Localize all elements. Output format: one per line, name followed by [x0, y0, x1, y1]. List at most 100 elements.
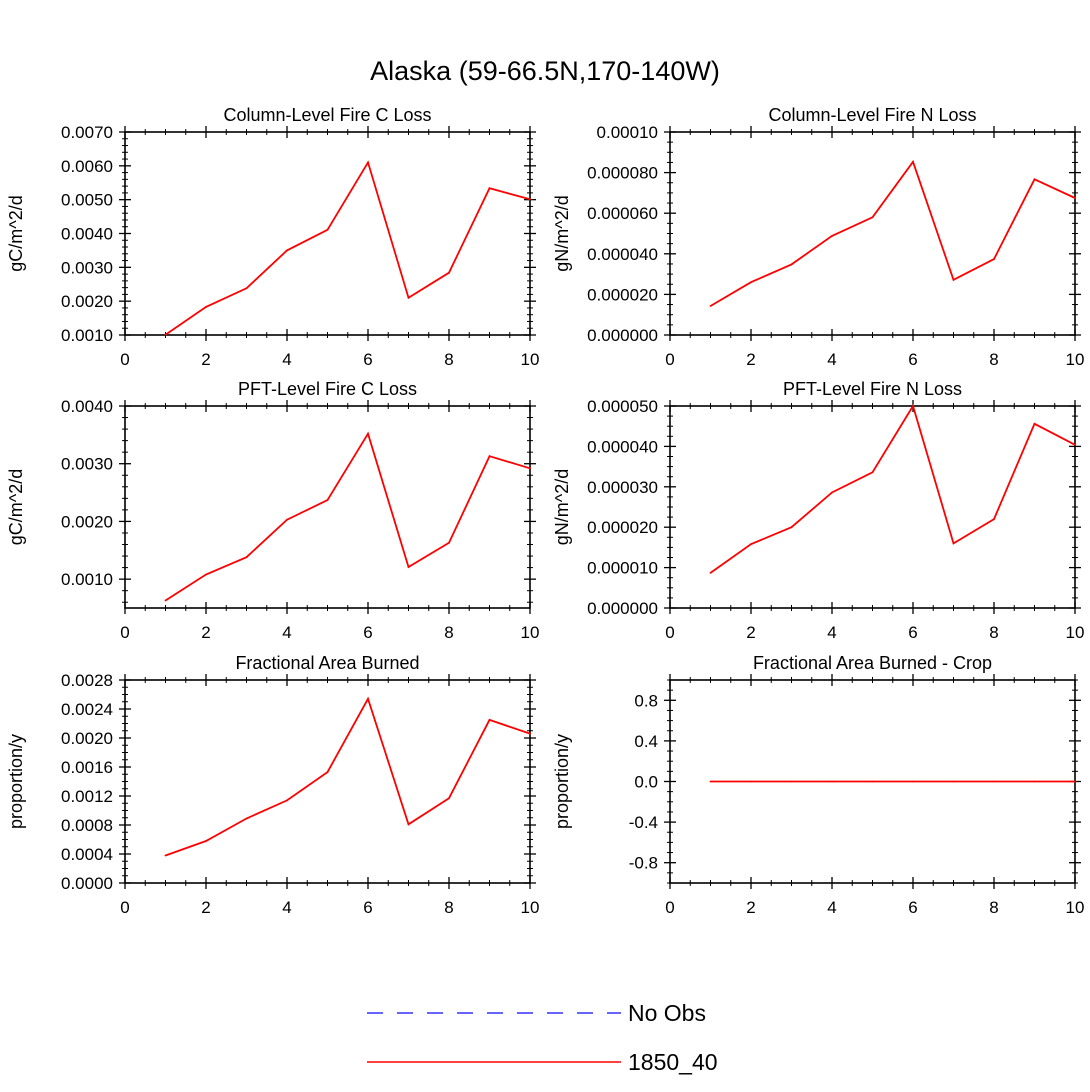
- data-point: [1033, 422, 1036, 425]
- y-tick-label: 0.0010: [61, 570, 113, 589]
- data-point: [488, 718, 491, 721]
- data-point: [831, 235, 833, 237]
- y-tick-label: 0.000040: [587, 437, 658, 456]
- x-tick-label: 0: [120, 350, 129, 369]
- y-tick-label: 0.0000: [61, 874, 113, 893]
- x-tick-label: 8: [444, 898, 453, 917]
- x-tick-label: 6: [908, 623, 917, 642]
- y-tick-label: 0.4: [634, 732, 658, 751]
- data-point: [448, 797, 450, 800]
- data-point: [993, 518, 995, 521]
- data-point: [407, 296, 410, 299]
- data-point: [205, 306, 207, 308]
- panel-title: PFT-Level Fire N Loss: [783, 379, 962, 399]
- y-tick-label: 0.000060: [587, 204, 658, 223]
- x-tick-label: 4: [827, 350, 836, 369]
- data-point: [912, 780, 914, 783]
- y-tick-label: 0.000000: [587, 599, 658, 618]
- data-point: [709, 305, 712, 307]
- data-point: [952, 278, 955, 281]
- data-point: [831, 491, 833, 494]
- data-point: [326, 771, 329, 773]
- data-point: [790, 780, 793, 783]
- y-tick-label: 0.0012: [61, 787, 113, 806]
- data-point: [952, 542, 955, 545]
- x-tick-label: 0: [665, 623, 674, 642]
- y-tick-label: 0.000000: [587, 326, 658, 345]
- panel-title: Column-Level Fire C Loss: [223, 105, 431, 125]
- x-tick-label: 2: [201, 623, 210, 642]
- series-line-1850_40: [709, 403, 1076, 574]
- data-point: [709, 780, 712, 783]
- data-point: [326, 499, 329, 501]
- data-point: [448, 271, 450, 274]
- y-tick-label: 0.0040: [61, 397, 113, 416]
- y-tick-label: 0.0060: [61, 157, 113, 176]
- legend: No Obs 1850_40: [367, 1000, 718, 1075]
- x-tick-label: 0: [665, 898, 674, 917]
- x-tick-label: 8: [444, 350, 453, 369]
- series-line-1850_40: [710, 159, 1076, 307]
- x-tick-label: 10: [521, 350, 540, 369]
- data-point: [245, 817, 248, 820]
- series-line-1850_40: [165, 431, 531, 602]
- x-tick-label: 6: [908, 350, 917, 369]
- data-point: [488, 187, 491, 190]
- data-point: [912, 405, 914, 407]
- x-tick-label: 8: [989, 898, 998, 917]
- y-tick-label: 0.0020: [61, 729, 113, 748]
- y-tick-label: 0.0028: [61, 671, 113, 690]
- y-tick-label: 0.0016: [61, 758, 113, 777]
- chart-panel-4: 0 2 4 6 8 10 0.000000 0.000010 0.000020 0.000030 0…: [552, 379, 1084, 642]
- x-tick-label: 10: [1066, 898, 1085, 917]
- y-tick-label: 0.0: [634, 773, 658, 792]
- y-axis-label: proportion/y: [6, 734, 26, 829]
- x-tick-label: 2: [201, 350, 210, 369]
- data-point: [952, 780, 955, 783]
- y-tick-label: 0.000040: [587, 245, 658, 264]
- x-tick-label: 2: [746, 623, 755, 642]
- x-tick-label: 8: [989, 623, 998, 642]
- chart-panel-5: 0 2 4 6 8 10 0.0000 0.0004 0.0008 0.0012 0.0016 0.0…: [6, 653, 539, 917]
- data-point: [367, 697, 369, 700]
- x-tick-label: 4: [827, 898, 836, 917]
- data-point: [790, 263, 793, 266]
- y-axis-label: gC/m^2/d: [6, 195, 26, 271]
- data-point: [529, 467, 531, 470]
- y-axis-label: proportion/y: [552, 734, 572, 829]
- plot-frame: [124, 679, 531, 884]
- y-axis-label: gN/m^2/d: [552, 195, 572, 271]
- data-point: [1033, 178, 1036, 181]
- data-point: [407, 823, 410, 826]
- data-point: [1033, 780, 1036, 783]
- data-point: [1074, 780, 1076, 783]
- x-tick-label: 2: [201, 898, 210, 917]
- y-tick-label: 0.0008: [61, 816, 113, 835]
- chart-panel-3: 0 2 4 6 8 10 0.0010 0.0020 0.0030 0.0040 PFT-Level…: [6, 379, 539, 642]
- y-tick-label: 0.000080: [587, 164, 658, 183]
- data-point: [326, 228, 329, 231]
- data-point: [1074, 443, 1076, 446]
- x-tick-label: 2: [746, 898, 755, 917]
- data-point: [286, 518, 288, 521]
- data-point: [164, 854, 167, 857]
- data-point: [529, 732, 531, 735]
- data-point: [488, 455, 491, 458]
- data-point: [790, 526, 793, 529]
- y-tick-label: 0.0050: [61, 191, 113, 210]
- data-point: [245, 556, 248, 559]
- data-point: [1074, 197, 1076, 199]
- data-point: [831, 780, 833, 783]
- panel-title: PFT-Level Fire C Loss: [238, 379, 417, 399]
- chart-panels: 0 2 4 6 8 100.00100.00200.00300.00400.00500.0…: [6, 105, 1084, 917]
- data-point: [709, 571, 712, 574]
- y-tick-label: 0.0030: [61, 258, 113, 277]
- x-tick-label: 4: [282, 898, 291, 917]
- y-tick-label: 0.00010: [597, 123, 658, 142]
- data-point: [286, 249, 288, 252]
- y-tick-label: 0.0030: [61, 455, 113, 474]
- y-tick-label: 0.0024: [61, 700, 113, 719]
- x-tick-label: 0: [665, 350, 674, 369]
- data-point: [286, 799, 288, 802]
